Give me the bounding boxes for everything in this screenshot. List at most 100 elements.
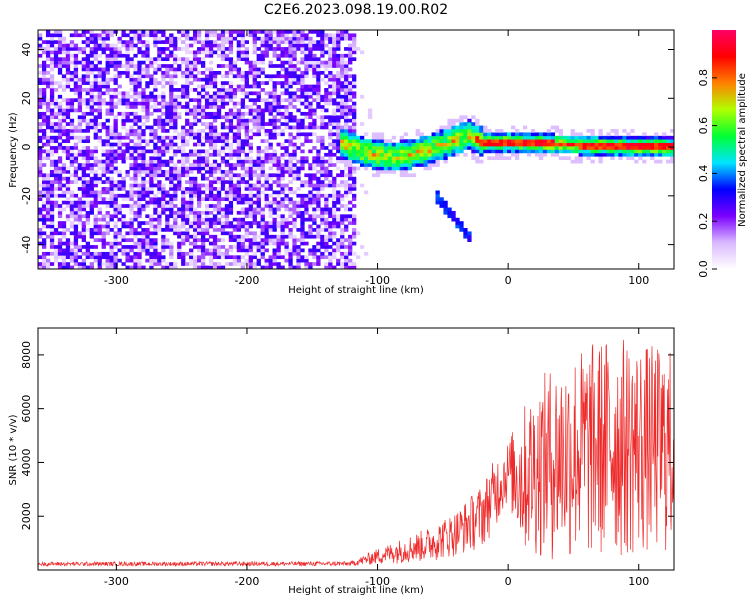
spectrogram-cell	[73, 98, 79, 102]
spectrogram-cell	[359, 159, 365, 164]
spectrogram-cell	[582, 152, 587, 157]
spectrogram-cell	[57, 180, 63, 184]
spectrogram-cell	[224, 190, 230, 195]
spectrogram-cell	[399, 159, 405, 164]
spectrogram-cell	[268, 187, 273, 191]
spectrogram-cell	[526, 149, 532, 154]
spectrogram-cell	[105, 231, 110, 236]
spectrogram-cell	[200, 248, 206, 253]
spectrogram-cell	[97, 217, 102, 222]
spectrogram-cell	[165, 262, 170, 266]
spectrogram-cell	[101, 197, 106, 202]
spectrogram-cell	[49, 224, 55, 229]
spectrogram-cell	[173, 228, 178, 232]
spectrogram-cell	[598, 159, 603, 164]
spectrogram-cell	[121, 101, 126, 106]
spectrogram-cell	[157, 183, 162, 188]
spectrogram-cell	[105, 251, 110, 256]
spectrogram-cell	[41, 183, 47, 188]
spectrogram-cell	[157, 166, 162, 171]
spectrogram-cell	[356, 139, 361, 143]
spectrogram-cell	[344, 101, 349, 106]
spectrogram-cell	[153, 176, 158, 181]
spectrogram-cell	[41, 207, 47, 212]
spectrogram-cell	[650, 149, 655, 154]
spectrogram-cell	[375, 152, 381, 157]
spectrogram-cell	[193, 111, 198, 116]
spectrogram-cell	[65, 135, 71, 140]
spectrogram-cell	[352, 118, 357, 123]
spectrogram-cell	[371, 139, 377, 143]
spectrogram-cell	[53, 40, 59, 44]
spectrogram-cell	[431, 156, 436, 161]
spectrogram-cell	[204, 47, 210, 51]
spectrogram-cell	[308, 234, 313, 239]
spectrogram-cell	[129, 30, 134, 34]
spectrogram-cell	[57, 204, 63, 208]
spectrogram-cell	[57, 132, 63, 137]
spectrogram-cell	[212, 262, 218, 266]
spectrogram-cell	[177, 180, 182, 184]
spectrogram-cell	[336, 173, 341, 178]
spectrogram-cell	[69, 207, 75, 212]
spectrogram-cell	[169, 111, 174, 116]
spectrogram-cell	[109, 180, 114, 184]
spectrogram-cell	[85, 139, 90, 143]
spectrogram-cell	[177, 57, 182, 62]
spectrogram-cell	[125, 135, 130, 140]
spectrogram-cell	[117, 84, 122, 89]
spectrogram-cell	[81, 204, 86, 208]
spectrogram-cell	[189, 152, 194, 157]
spectrogram-cell	[212, 132, 218, 137]
spectrogram-cell	[383, 159, 389, 164]
spectrogram-cell	[228, 67, 234, 72]
spectrogram-cell	[197, 197, 202, 202]
spectrogram-cell	[280, 74, 285, 79]
spectrogram-cell	[208, 255, 214, 260]
spectrogram-cell	[395, 163, 401, 167]
spectrogram-cell	[618, 149, 623, 154]
spectrogram-cell	[141, 30, 146, 34]
spectrogram-cell	[57, 183, 63, 188]
spectrogram-cell	[65, 122, 71, 126]
spectrogram-cell	[268, 234, 273, 239]
spectrogram-cell	[121, 98, 126, 102]
spectrogram-cell	[316, 77, 321, 82]
spectrogram-cell	[145, 105, 150, 109]
spectrogram-cell	[316, 149, 321, 154]
spectrogram-cell	[268, 265, 273, 270]
spectrogram-cell	[45, 81, 51, 85]
spectrogram-cell	[89, 262, 94, 266]
spectrogram-cell	[423, 166, 428, 171]
spectrogram-cell	[129, 40, 134, 44]
spectrogram-cell	[204, 125, 210, 130]
spectrogram-cell	[236, 33, 242, 38]
colorbar-ticks: 0.00.20.40.60.8	[697, 69, 717, 278]
spectrogram-cell	[109, 94, 114, 99]
spectrogram-cell	[145, 245, 150, 249]
spectrogram-cell	[356, 149, 361, 154]
spectrogram-cell	[244, 210, 249, 215]
spectrogram-cell	[93, 231, 98, 236]
spectrogram-cell	[41, 135, 47, 140]
spectrogram-cell	[89, 36, 94, 41]
spectrogram-cell	[443, 146, 448, 150]
spectrogram-cell	[45, 64, 51, 68]
spectrogram-cell	[463, 125, 468, 130]
spectrogram-cell	[352, 111, 357, 116]
spectrogram-cell	[276, 142, 281, 147]
spectrogram-cell	[451, 139, 456, 143]
spectrogram-cell	[340, 84, 345, 89]
spectrogram-cell	[348, 94, 353, 99]
spectrogram-cell	[324, 169, 329, 174]
spectrogram-cell	[113, 101, 118, 106]
spectrogram-cell	[200, 163, 206, 167]
spectrogram-cell	[105, 187, 110, 191]
spectrogram-cell	[586, 149, 591, 154]
spectrogram-cell	[93, 180, 98, 184]
spectrogram-cell	[320, 125, 325, 130]
spectrogram-cell	[320, 210, 325, 215]
spectrogram-cell	[399, 156, 405, 161]
spectrogram-cell	[352, 251, 357, 256]
spectrogram-cell	[244, 197, 249, 202]
